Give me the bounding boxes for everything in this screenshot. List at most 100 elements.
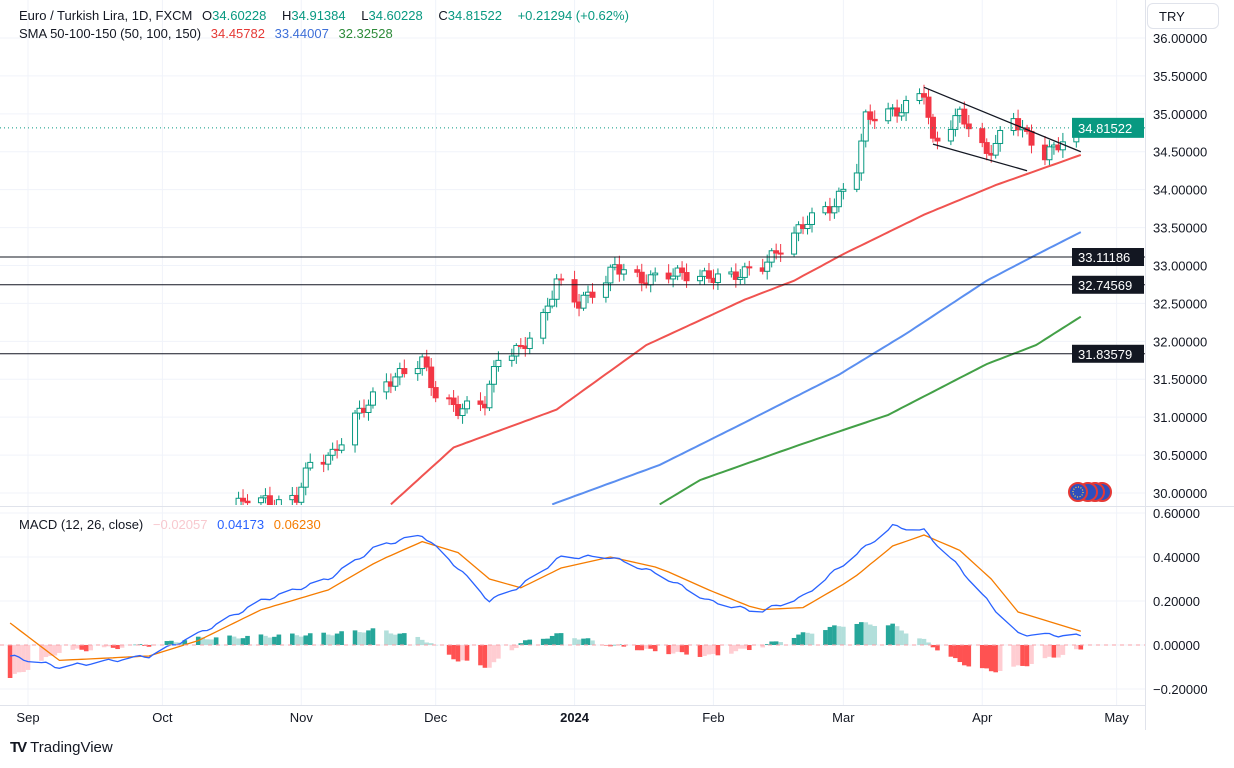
macd-histogram-bar [464,645,470,661]
candle-body [853,172,860,190]
macd-label: MACD (12, 26, close) [19,517,144,532]
macd-histogram-bar [146,645,152,647]
macd-histogram-bar [1020,645,1025,666]
candle-body [549,298,556,307]
macd-histogram-bar [415,636,421,645]
macd-histogram-bar [805,632,810,645]
macd-histogram-bar [899,630,904,645]
candle-body [652,272,659,276]
candle-body [732,271,739,280]
candle-body [791,232,798,255]
macd-histogram-bar [612,644,618,646]
change-value: +0.21294 (+0.62%) [517,8,629,23]
candle-body [508,355,515,361]
macd-histogram-bar [200,637,206,645]
price-tick-label: 32.00000 [1153,334,1207,349]
macd-histogram-bar [670,645,676,654]
candle-body [607,266,614,284]
macd-histogram-bar [236,638,241,645]
macd-histogram-bar [957,645,963,663]
candle-body [164,546,169,550]
candle-body [804,223,811,230]
macd-histogram-bar [240,638,246,645]
macd-histogram-bar [733,645,739,652]
macd-histogram-bar [388,633,394,645]
candle-body [401,368,408,375]
candle-body [777,252,784,255]
candle-body [490,366,497,385]
signal-value: 0.06230 [273,517,321,532]
tradingview-logo-icon: TV [10,739,27,756]
events-icons[interactable] [1068,482,1112,502]
macd-histogram-bar [366,630,371,645]
time-tick-label: Apr [972,710,993,725]
macd-histogram-bar [496,645,501,659]
macd-line [10,523,1082,669]
sma-legend[interactable]: SMA 50-100-150 (50, 100, 150) 34.45782 3… [19,26,399,41]
candle-body [235,497,242,505]
candle-body [338,444,345,451]
macd-histogram-bar [679,645,685,653]
macd-histogram-bar [935,645,940,651]
macd-histogram-bar [885,625,891,645]
macd-histogram-bar [702,645,707,656]
macd-histogram-bar [21,645,26,673]
candle-body [571,279,578,303]
macd-histogram-bar [106,645,111,647]
candle-body [383,381,390,393]
currency-button[interactable]: TRY [1147,3,1219,29]
eu-stars-icon [1072,486,1084,498]
macd-tick-label: 0.20000 [1153,594,1200,609]
macd-histogram-bar [25,645,31,670]
candle-body [903,100,910,114]
candle-body [526,337,533,350]
macd-histogram-bar [451,645,456,660]
macd-histogram-bar [643,645,649,649]
macd-histogram-bar [1047,645,1052,657]
macd-histogram-bar [608,645,613,647]
macd-tick-label: 0.00000 [1153,638,1200,653]
macd-histogram-bar [715,645,721,656]
macd-histogram-bar [953,645,958,659]
macd-histogram-bar [79,645,85,650]
candle-body [450,397,457,406]
macd-histogram-bar [267,637,273,645]
macd-histogram-bar [12,645,17,674]
macd-histogram-bar [993,645,998,673]
candle-body [266,495,273,505]
macd-histogram-bar [988,645,994,672]
price-tick-label: 30.00000 [1153,486,1207,501]
candle-body [737,276,744,280]
macd-histogram-bar [352,630,358,645]
macd-histogram-bar [603,645,609,646]
candle-body [746,266,753,269]
macd-histogram-bar [675,645,680,652]
level-price-label: 32.74569 [1078,278,1132,293]
macd-histogram-bar [16,645,22,673]
macd-histogram-bar [666,645,671,655]
macd-histogram-bar [482,645,488,668]
price-tick-label: 31.00000 [1153,410,1207,425]
symbol-legend: Euro / Turkish Lira, 1D, FXCM O34.60228 … [19,8,635,23]
candle-body [1046,146,1053,161]
macd-histogram-bar [101,645,107,648]
candle-body [620,269,627,275]
open-value: 34.60228 [212,8,267,23]
macd-histogram-bar [419,639,425,645]
candle-body [714,273,721,284]
eu-flag-icon[interactable] [1068,482,1088,502]
macd-histogram-bar [773,641,779,645]
candle-body [302,467,309,488]
macd-legend[interactable]: MACD (12, 26, close) −0.02057 0.04173 0.… [19,517,327,532]
macd-histogram-bar [70,645,76,650]
candle-body [544,305,551,314]
macd-histogram-bar [540,638,546,645]
macd-histogram-bar [764,644,770,645]
candle-body [298,486,305,503]
tradingview-logo[interactable]: TV TradingView [10,739,113,756]
macd-histogram-bar [648,645,654,649]
macd-histogram-bar [330,635,335,645]
macd-histogram-bar [930,645,936,648]
macd-histogram-bar [823,630,828,645]
